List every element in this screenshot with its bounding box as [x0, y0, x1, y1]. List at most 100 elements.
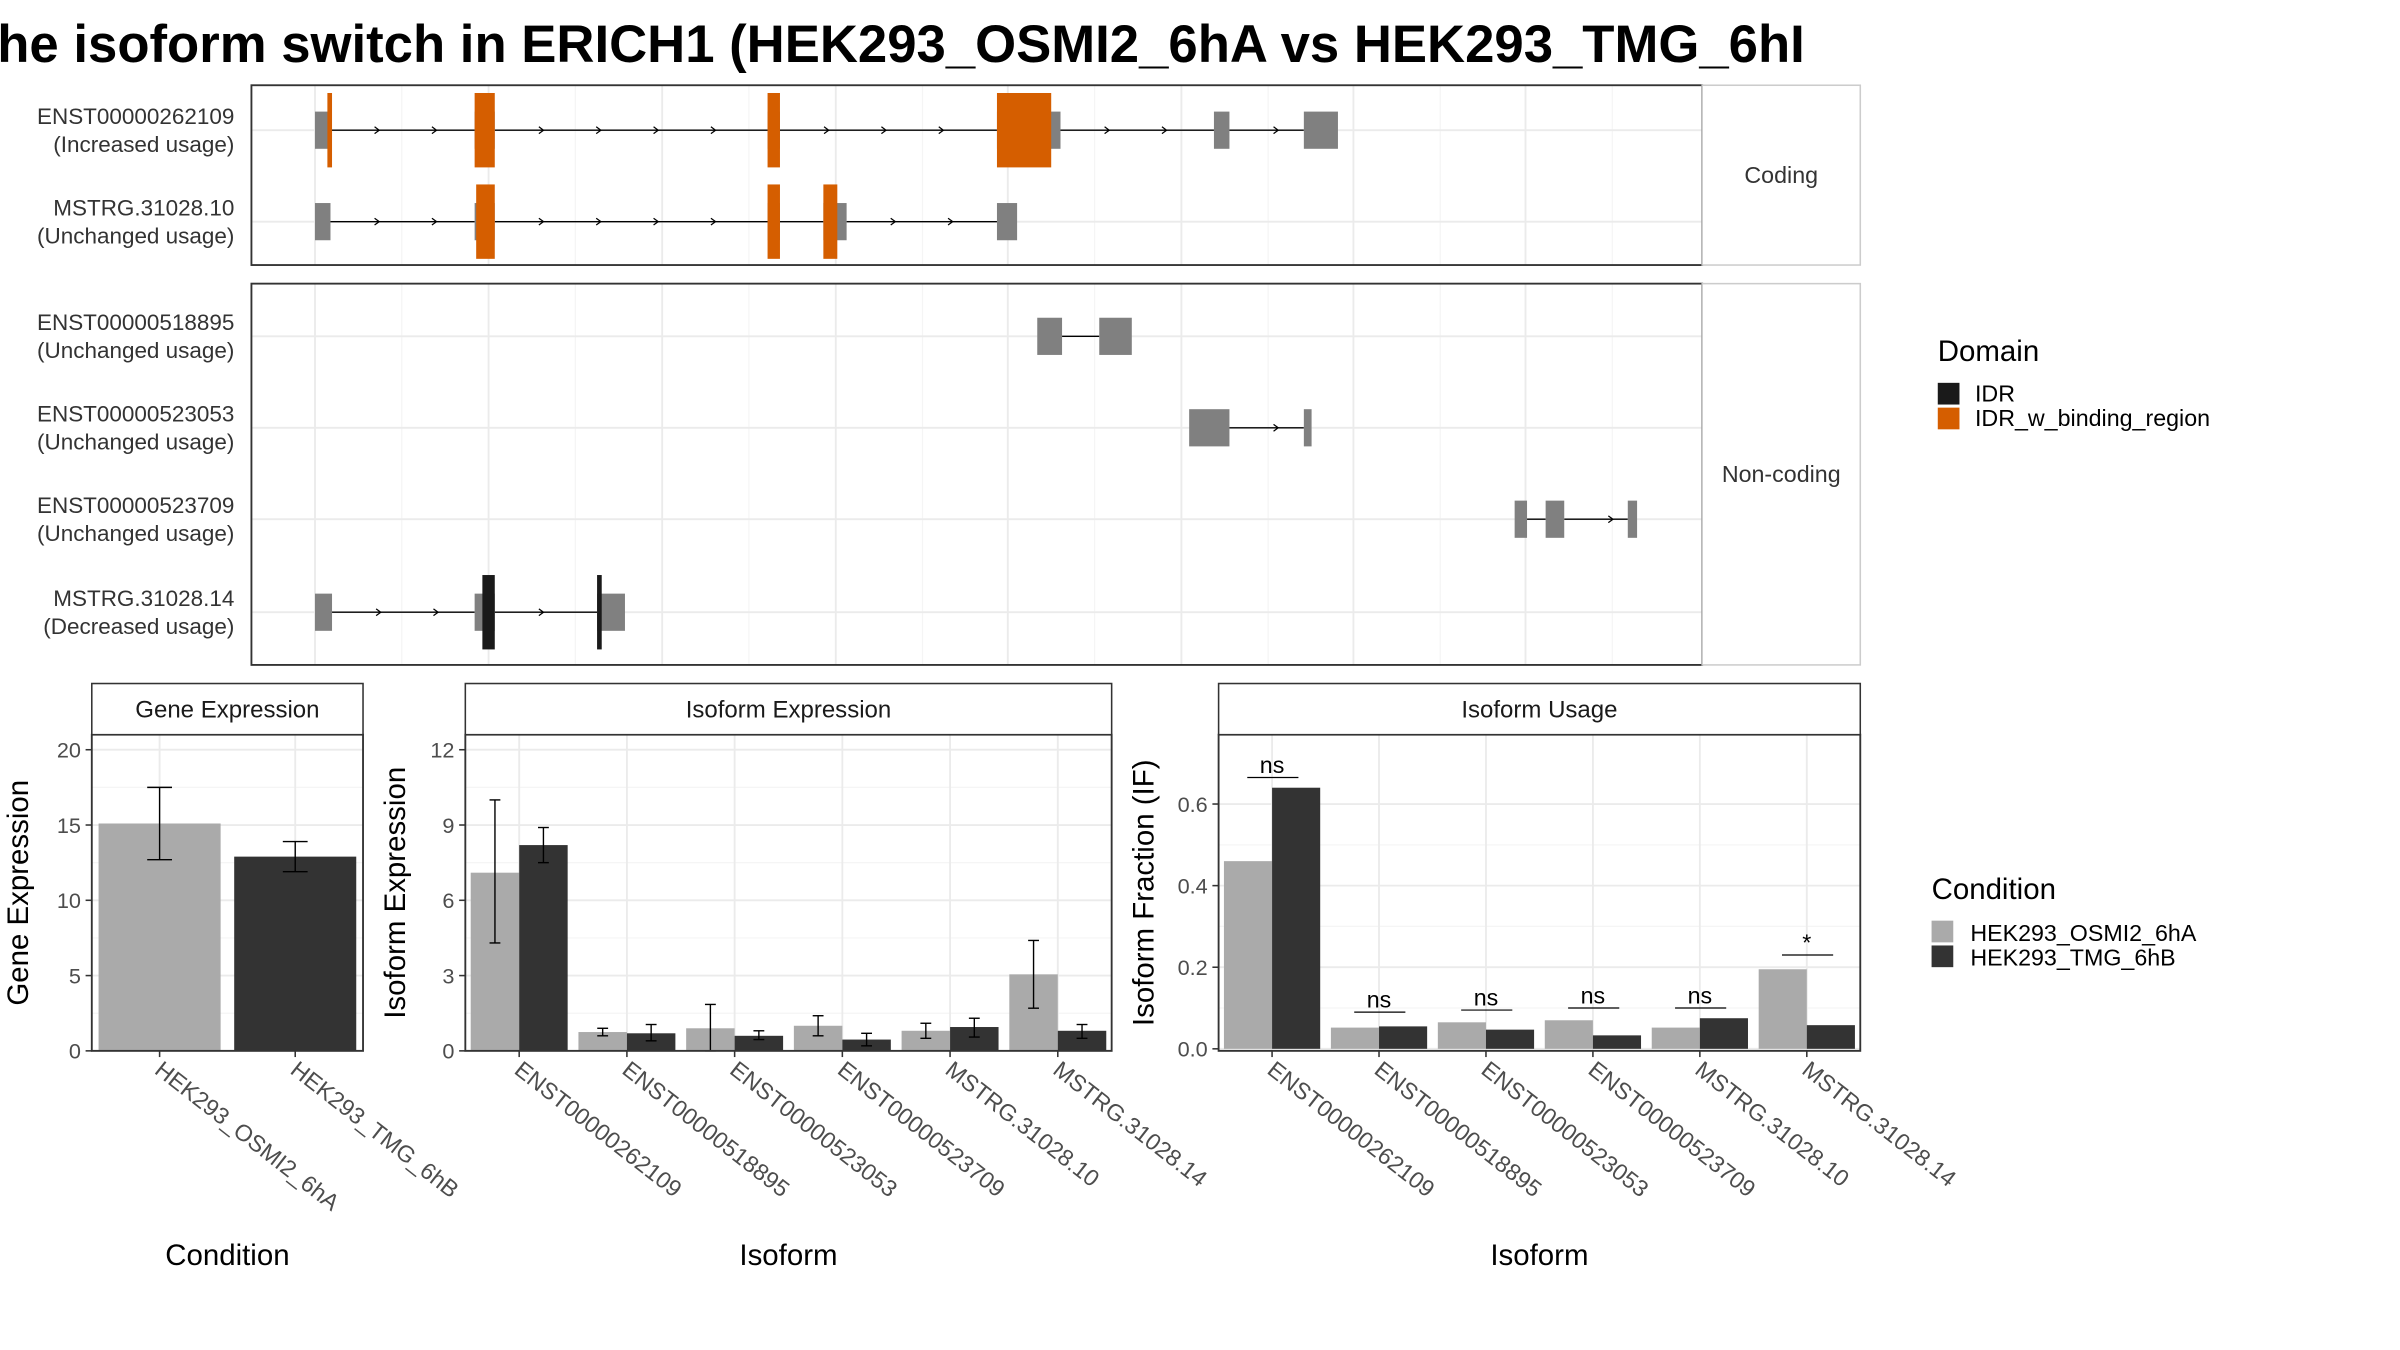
transcript-usage-label: (Decreased usage) — [43, 614, 234, 639]
bar-HEK293_OSMI2_6hA — [901, 1030, 951, 1051]
bar-HEK293_TMG_6hB — [734, 1035, 784, 1051]
transcript-id-label: ENST00000523053 — [37, 402, 234, 427]
intron-arrow — [1104, 126, 1111, 135]
bar-HEK293_OSMI2_6hA — [1651, 1027, 1700, 1049]
bar-HEK293_OSMI2_6hA — [1758, 969, 1807, 1049]
intron-arrow — [433, 608, 440, 617]
y-tick-label: 10 — [57, 888, 81, 913]
y-tick-label: 5 — [69, 963, 81, 988]
intron-arrow — [1273, 423, 1280, 432]
transcript-MSTRG.31028.10: MSTRG.31028.10 (Unchanged usage) — [37, 184, 1018, 259]
bar-HEK293_TMG_6hB — [1272, 787, 1321, 1049]
panel-background — [251, 283, 1703, 665]
domain-legend-label: IDR_w_binding_region — [1975, 405, 2210, 431]
bar-HEK293_TMG_6hB — [1699, 1018, 1748, 1049]
domain-legend-key — [1937, 407, 1960, 430]
domain-idr-w-binding-region — [327, 92, 333, 168]
intron-arrow — [710, 217, 717, 226]
transcript-usage-label: (Unchanged usage) — [37, 223, 234, 248]
y-tick-label: 3 — [442, 963, 454, 988]
domain-legend-label: IDR — [1975, 380, 2015, 406]
intron-arrow — [431, 217, 438, 226]
transcript-id-label: MSTRG.31028.14 — [53, 586, 234, 611]
transcript-ENST00000518895: ENST00000518895 (Unchanged usage) — [37, 310, 1132, 363]
condition-legend-label: HEK293_TMG_6hB — [1970, 945, 2175, 971]
exon — [1627, 500, 1638, 538]
intron-arrow — [538, 217, 545, 226]
significance-label: ns — [1688, 982, 1713, 1008]
bar — [234, 856, 357, 1051]
bar-HEK293_OSMI2_6hA — [578, 1032, 627, 1051]
condition-legend-label: HEK293_OSMI2_6hA — [1970, 920, 2197, 946]
domain-idr-w-binding-region — [767, 92, 780, 168]
condition-legend-key — [1931, 920, 1954, 943]
intron-arrow — [1607, 515, 1615, 524]
intron-arrow — [595, 217, 602, 226]
exon — [1037, 317, 1063, 355]
x-axis-label: Isoform — [739, 1239, 837, 1272]
bar-HEK293_TMG_6hB — [1592, 1035, 1642, 1049]
domain-idr-w-binding-region — [767, 184, 780, 259]
intron-arrow — [653, 217, 660, 226]
intron-arrow — [947, 217, 954, 226]
chart-title: Isoform Expression — [686, 697, 892, 724]
exon — [1213, 111, 1230, 149]
y-tick-label: 0.0 — [1178, 1037, 1208, 1062]
transcript-id-label: ENST00000262109 — [37, 104, 234, 129]
facet-strip-label: Coding — [1744, 162, 1818, 188]
bar-HEK293_OSMI2_6hA — [1330, 1027, 1380, 1049]
facet-strip — [1701, 282, 1862, 666]
transcript-structure-plot: Coding ENST00000262109 (Increased usage) MS… — [37, 84, 1862, 666]
exon — [1099, 317, 1132, 355]
intron-arrow — [431, 126, 438, 135]
intron-arrow — [375, 608, 382, 617]
exon — [314, 593, 333, 631]
bar-HEK293_OSMI2_6hA — [1544, 1020, 1593, 1049]
significance-label: ns — [1260, 752, 1285, 778]
intron-arrow — [881, 126, 888, 135]
exon — [996, 203, 1018, 241]
y-tick-label: 20 — [57, 737, 81, 762]
y-tick-label: 0.2 — [1178, 955, 1208, 980]
y-axis-label: Isoform Fraction (IF) — [1128, 759, 1161, 1026]
intron-arrow — [823, 126, 830, 135]
y-axis-label: Isoform Expression — [379, 767, 412, 1019]
transcript-id-label: MSTRG.31028.10 — [53, 195, 234, 220]
exon — [314, 203, 331, 241]
domain-idr-w-binding-region — [823, 184, 838, 259]
intron-arrow — [938, 126, 945, 135]
y-tick-label: 15 — [57, 813, 81, 838]
domain-legend-key — [1937, 382, 1960, 405]
y-tick-label: 0 — [442, 1039, 454, 1064]
y-tick-label: 6 — [442, 888, 454, 913]
transcript-MSTRG.31028.14: MSTRG.31028.14 (Decreased usage) — [43, 575, 625, 650]
exon — [1189, 409, 1230, 447]
bar-HEK293_OSMI2_6hA — [1437, 1022, 1486, 1049]
facet-strip — [464, 682, 1113, 736]
transcript-usage-label: (Unchanged usage) — [37, 338, 234, 363]
transcript-usage-label: (Unchanged usage) — [37, 521, 234, 546]
bar-HEK293_TMG_6hB — [1806, 1025, 1855, 1049]
intron-arrow — [1273, 126, 1280, 135]
bar-HEK293_TMG_6hB — [519, 845, 568, 1051]
significance-label: ns — [1367, 986, 1392, 1012]
y-tick-label: 0 — [69, 1039, 81, 1064]
chart-title: Gene Expression — [135, 697, 319, 724]
intron-arrow — [374, 126, 381, 135]
exon — [1514, 500, 1528, 538]
transcript-ENST00000523053: ENST00000523053(Unchanged usage) — [37, 402, 1312, 454]
intron-arrow — [595, 126, 602, 135]
domain-idr — [597, 575, 602, 650]
bar-HEK293_TMG_6hB — [1485, 1029, 1535, 1049]
bar-HEK293_TMG_6hB — [950, 1027, 999, 1051]
domain-idr-w-binding-region — [476, 184, 495, 259]
structure-panel-coding: Coding ENST00000262109 (Increased usage) MS… — [37, 84, 1862, 266]
facet-strip — [91, 682, 364, 736]
bar-HEK293_TMG_6hB — [626, 1033, 676, 1051]
y-tick-label: 0.6 — [1178, 792, 1208, 817]
condition-legend-title: Condition — [1932, 873, 2056, 906]
transcript-id-label: ENST00000523709 — [37, 493, 234, 518]
intron-arrow — [890, 217, 897, 226]
